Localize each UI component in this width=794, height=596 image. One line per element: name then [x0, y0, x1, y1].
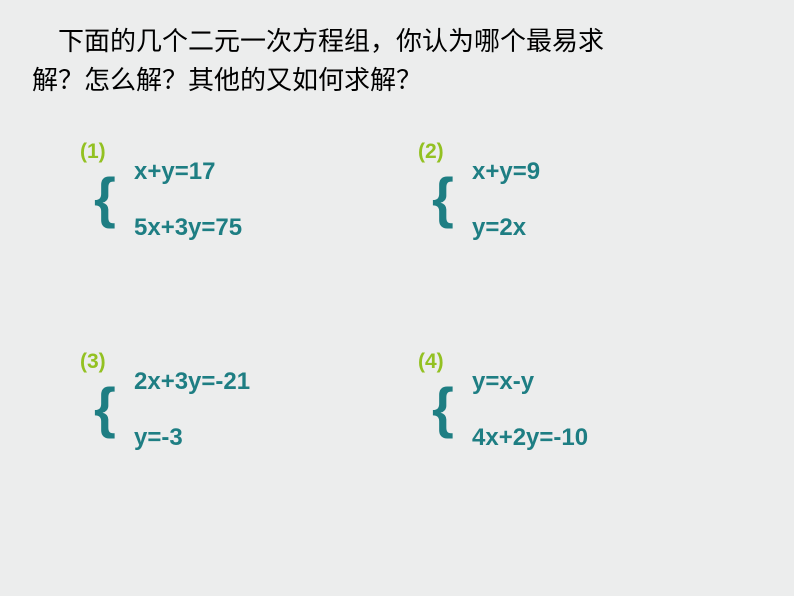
problem-label: (4) [418, 350, 444, 374]
equation-group: y=x-y 4x+2y=-10 [472, 370, 588, 450]
equation-2: y=-3 [134, 426, 250, 450]
equation-1: y=x-y [472, 370, 588, 394]
problem-label: (3) [80, 350, 106, 374]
problem-1: (1) { x+y=17 5x+3y=75 [80, 140, 106, 164]
brace-symbol: { [432, 170, 454, 226]
question-line1: 下面的几个二元一次方程组，你认为哪个最易求 [32, 27, 604, 56]
equation-group: x+y=9 y=2x [472, 160, 540, 240]
equation-group: x+y=17 5x+3y=75 [134, 160, 242, 240]
brace-symbol: { [432, 380, 454, 436]
problem-label: (1) [80, 140, 106, 164]
problem-4: (4) { y=x-y 4x+2y=-10 [418, 350, 444, 374]
equation-2: 4x+2y=-10 [472, 426, 588, 450]
brace-symbol: { [94, 170, 116, 226]
problem-2: (2) { x+y=9 y=2x [418, 140, 444, 164]
equation-group: 2x+3y=-21 y=-3 [134, 370, 250, 450]
question-text: 下面的几个二元一次方程组，你认为哪个最易求 解？怎么解？其他的又如何求解？ [32, 22, 762, 100]
question-line2: 解？怎么解？其他的又如何求解？ [32, 66, 422, 95]
equation-2: 5x+3y=75 [134, 216, 242, 240]
brace-symbol: { [94, 380, 116, 436]
equation-1: x+y=9 [472, 160, 540, 184]
problem-label: (2) [418, 140, 444, 164]
equation-1: x+y=17 [134, 160, 242, 184]
equation-2: y=2x [472, 216, 540, 240]
problem-3: (3) { 2x+3y=-21 y=-3 [80, 350, 106, 374]
equation-1: 2x+3y=-21 [134, 370, 250, 394]
